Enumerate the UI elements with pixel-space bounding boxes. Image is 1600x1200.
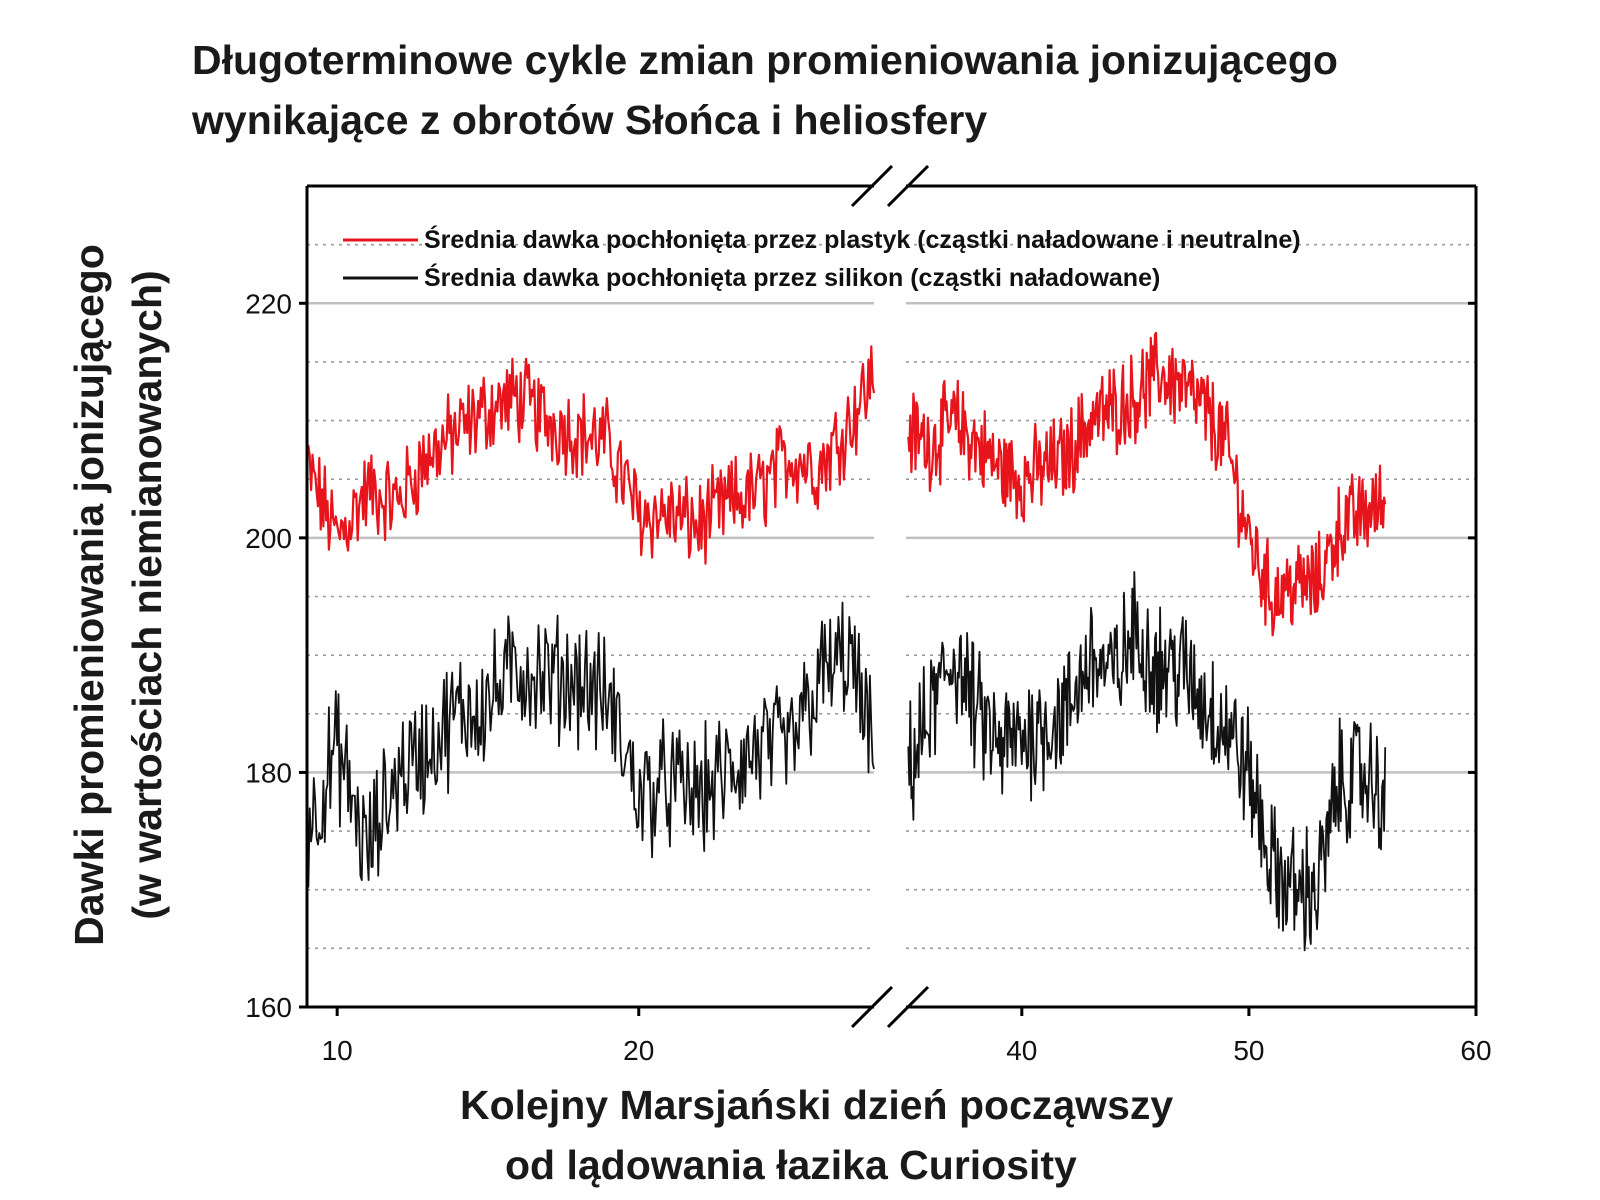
- y-tick-label-160: 160: [245, 992, 292, 1023]
- series-1-segment-1-line: [907, 571, 1387, 952]
- series-0-segment-1-line: [907, 331, 1387, 637]
- x-tick-label-10: 10: [322, 1035, 353, 1066]
- axes-layer: [305, 184, 1478, 1009]
- y-tick-label-200: 200: [245, 523, 292, 554]
- chart-title-line-1: Długoterminowe cykle zmian promieniowani…: [192, 37, 1338, 83]
- chart-title-line-2: wynikające z obrotów Słońca i heliosfery: [192, 97, 988, 143]
- series-1-segment-0-line: [306, 601, 875, 888]
- chart-title: Długoterminowe cykle zmian promieniowani…: [192, 30, 1572, 150]
- axis-break-gap-1: [875, 1001, 905, 1013]
- ticks-layer: 160 180 200 220 10 20 40 50 60: [245, 288, 1491, 1066]
- x-tick-label-60: 60: [1460, 1035, 1491, 1066]
- x-axis-label-line-2: od lądowania łazika Curiosity: [505, 1142, 1077, 1188]
- y-tick-label-220: 220: [245, 288, 292, 319]
- x-axis-label-line-1: Kolejny Marsjański dzień począwszy: [460, 1082, 1174, 1128]
- axis-break-gap-0: [875, 180, 905, 192]
- series-0-segment-0-line: [305, 345, 876, 565]
- x-tick-label-20: 20: [623, 1035, 654, 1066]
- x-tick-label-40: 40: [1006, 1035, 1037, 1066]
- series-layer: [305, 331, 1387, 952]
- legend: Średnia dawka pochłonięta przez plastyk …: [343, 224, 1301, 292]
- x-axis-label: Kolejny Marsjański dzień począwszy od lą…: [460, 1075, 1360, 1195]
- grid-layer: [307, 243, 1476, 950]
- x-tick-label-50: 50: [1233, 1035, 1264, 1066]
- y-tick-label-180: 180: [245, 757, 292, 788]
- legend-label-silicon: Średnia dawka pochłonięta przez silikon …: [424, 262, 1160, 292]
- legend-label-plastic: Średnia dawka pochłonięta przez plastyk …: [424, 224, 1301, 254]
